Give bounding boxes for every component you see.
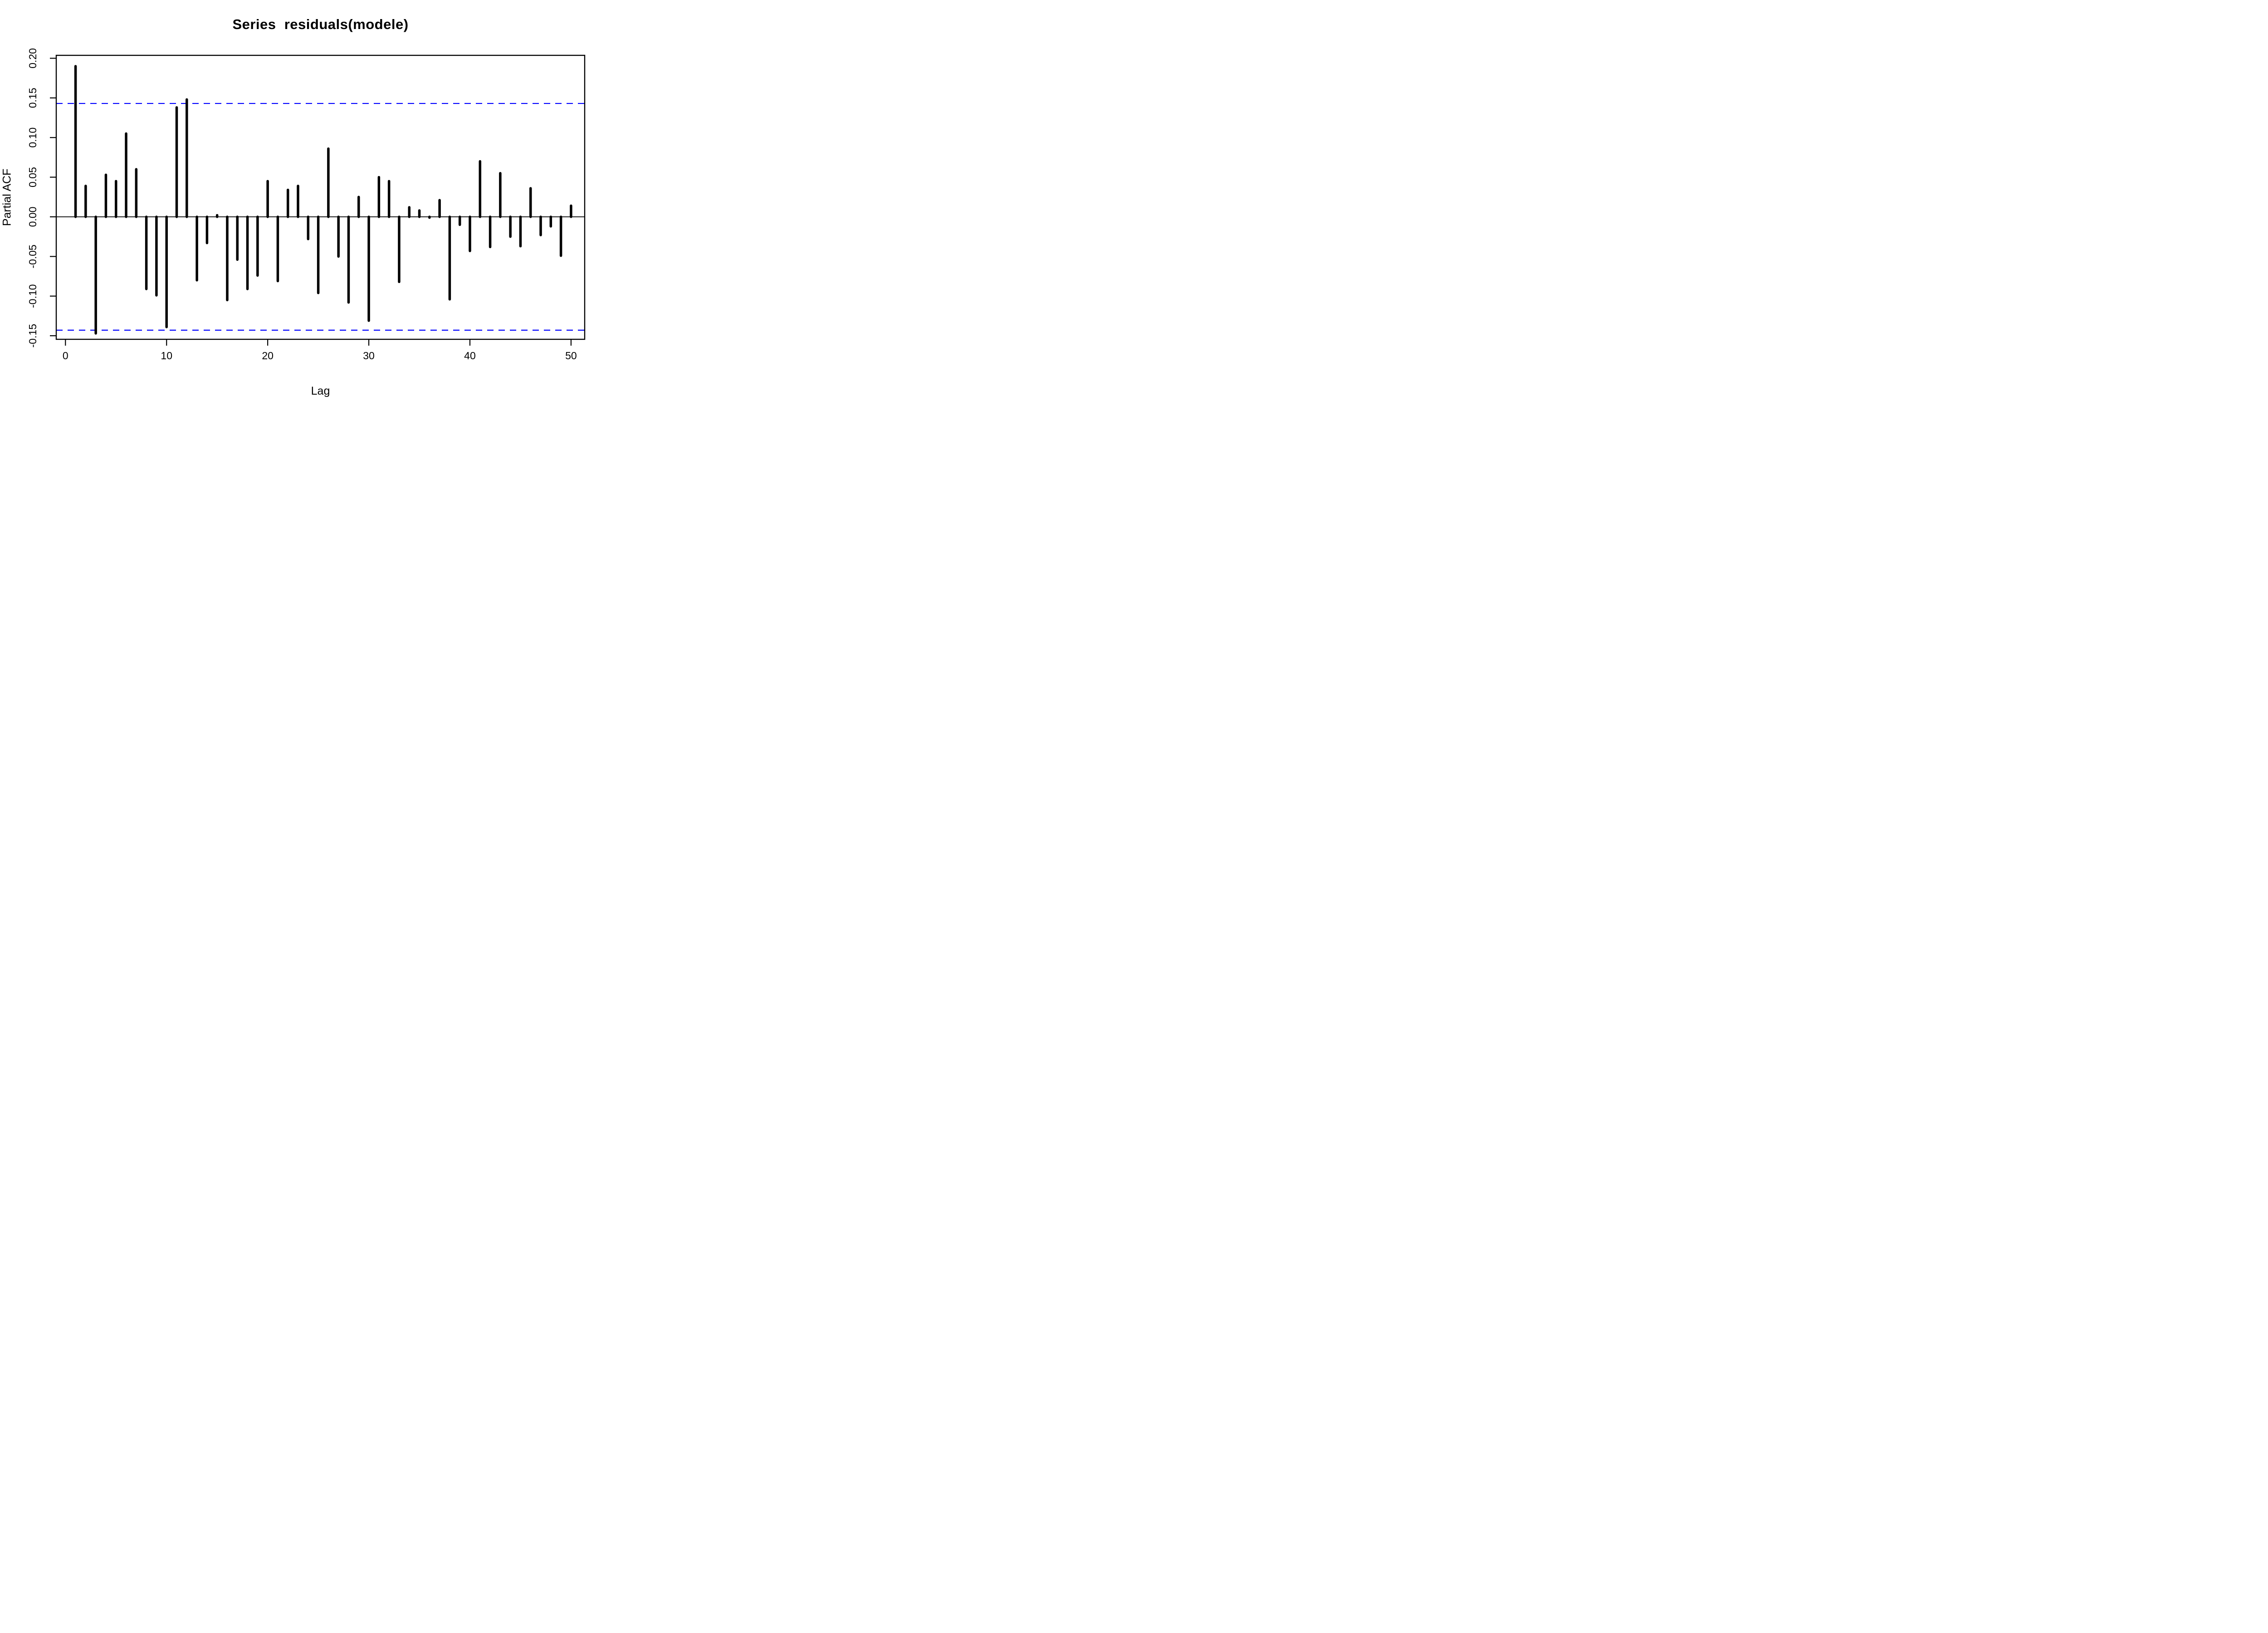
x-tick-label: 0 (63, 350, 68, 362)
x-tick-label: 40 (464, 350, 476, 362)
y-tick-label: 0.20 (27, 48, 39, 68)
x-tick-label: 30 (363, 350, 375, 362)
x-tick-label: 10 (161, 350, 172, 362)
y-tick-label: -0.05 (27, 244, 39, 268)
x-tick-label: 20 (262, 350, 274, 362)
x-tick-label: 50 (565, 350, 577, 362)
plot-border (55, 54, 586, 340)
y-tick-label: -0.15 (27, 324, 39, 347)
y-tick-label: 0.10 (27, 127, 39, 148)
y-tick-label: 0.15 (27, 88, 39, 108)
y-tick-label: 0.05 (27, 167, 39, 187)
y-tick-label: 0.00 (27, 207, 39, 227)
x-axis-label: Lag (311, 385, 330, 397)
chart-title: Series residuals(modele) (232, 16, 409, 32)
y-tick-label: -0.10 (27, 284, 39, 308)
pacf-figure: Series residuals(modele) Partial ACF Lag… (0, 0, 612, 408)
plot-area: -0.15 -0.10 -0.05 0.00 0.05 0.10 0.15 0.20 0 10 20… (27, 48, 586, 362)
